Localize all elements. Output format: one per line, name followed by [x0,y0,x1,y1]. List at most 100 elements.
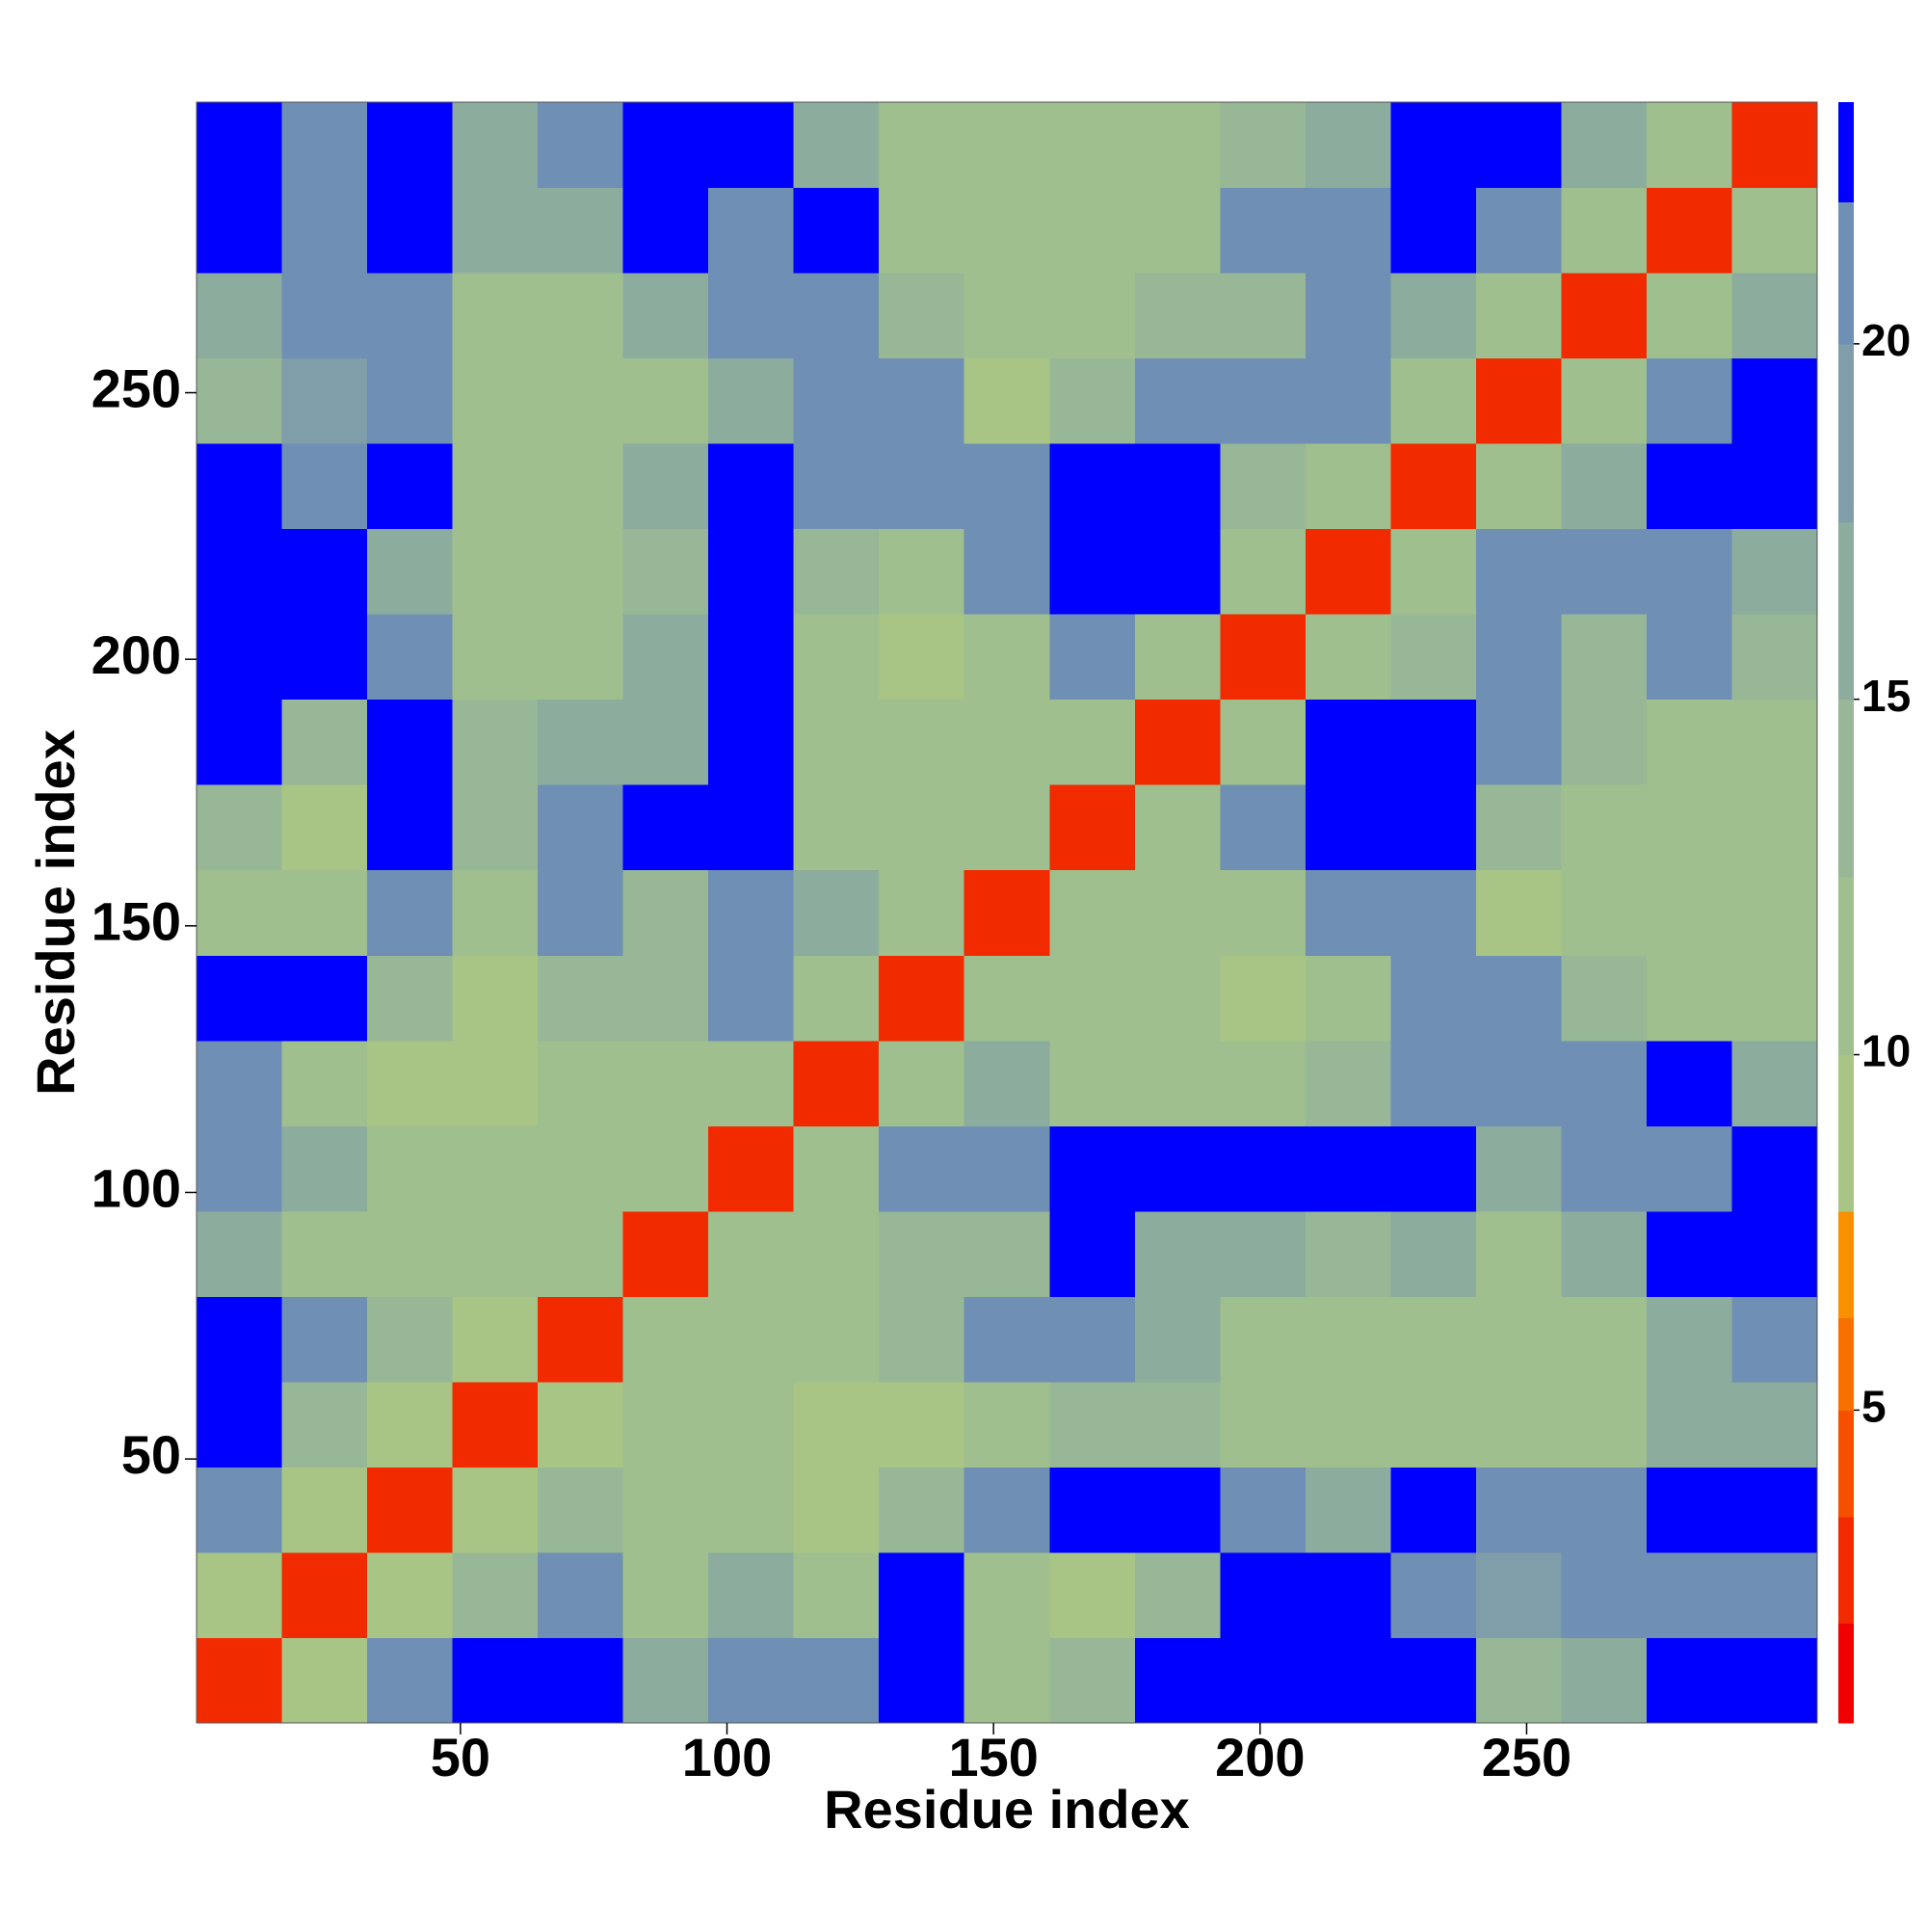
heatmap-cell [1049,1210,1136,1297]
heatmap-cell [197,614,283,701]
heatmap-cell [1305,187,1391,274]
heatmap-cell [1646,1637,1732,1724]
heatmap-cell [622,1210,709,1297]
heatmap-cell [1561,273,1648,359]
heatmap-cell [1731,102,1818,189]
heatmap-cell [622,528,709,615]
heatmap-cell [1049,443,1136,530]
heatmap-cell [367,1210,454,1297]
heatmap-cell [197,1125,283,1212]
heatmap-cell [1220,528,1307,615]
heatmap-cell [1475,102,1562,189]
heatmap-cell [197,443,283,530]
heatmap-cell [1049,869,1136,956]
heatmap-cell [1390,1125,1477,1212]
heatmap-cell [1305,273,1391,359]
heatmap-cell [538,1210,624,1297]
heatmap-cell [1305,699,1391,785]
heatmap-cell [452,273,539,359]
heatmap-cell [964,102,1050,189]
heatmap-cell [1305,1125,1391,1212]
heatmap-cell [964,1637,1050,1724]
heatmap-cell [281,1381,368,1468]
x-tick-label: 200 [1215,1727,1305,1787]
heatmap-cell [1220,1637,1307,1724]
heatmap-cell [367,1125,454,1212]
heatmap-cell [793,1551,880,1638]
colorbar-swatch [1838,1317,1854,1411]
heatmap-cell [879,784,965,871]
heatmap-cell [1475,955,1562,1042]
heatmap-cell [1646,1467,1732,1553]
y-axis-label: Residue index [25,729,86,1096]
heatmap-cell [1561,187,1648,274]
heatmap-cell [452,1296,539,1383]
heatmap-cell [708,869,795,956]
y-tick-label: 150 [92,891,181,952]
heatmap-cell [452,1210,539,1297]
heatmap-cell [1049,1637,1136,1724]
x-tick-label: 50 [431,1727,490,1787]
heatmap-cell [1305,1381,1391,1468]
heatmap-cell [1475,1551,1562,1638]
heatmap-cell [1220,1551,1307,1638]
heatmap-cell [1305,784,1391,871]
heatmap-cell [281,1551,368,1638]
heatmap-cell [793,1125,880,1212]
heatmap-cell [1731,1551,1818,1638]
colorbar-swatch [1838,877,1854,1056]
heatmap-cell [964,1040,1050,1126]
heatmap-cell [1049,1125,1136,1212]
heatmap-cell [1134,1296,1221,1383]
heatmap-cell [1731,1296,1818,1383]
heatmap-cell [622,869,709,956]
heatmap-cell [281,784,368,871]
heatmap-cell [1646,1125,1732,1212]
heatmap-cell [879,1296,965,1383]
heatmap-cell [1220,784,1307,871]
heatmap-cell [1134,1551,1221,1638]
heatmap-cell [1561,1125,1648,1212]
colorbar-tick-label: 5 [1861,1382,1887,1432]
heatmap-cell [1134,869,1221,956]
heatmap-cell [1561,869,1648,956]
colorbar-swatch [1838,343,1854,522]
heatmap-cell [1305,1210,1391,1297]
heatmap-cell [1561,443,1648,530]
heatmap-cell [538,1637,624,1724]
heatmap-cell [367,1551,454,1638]
heatmap-cell [1646,1210,1732,1297]
heatmap-cell [1134,1467,1221,1553]
heatmap-cell [1134,1637,1221,1724]
heatmap-cell [281,357,368,444]
heatmap-cell [964,1210,1050,1297]
heatmap-cell [452,187,539,274]
heatmap-cell [622,1467,709,1553]
heatmap-cell [879,1637,965,1724]
heatmap-cell [1049,528,1136,615]
heatmap-cell [452,1467,539,1553]
heatmap-cell [1561,528,1648,615]
heatmap-cell [1475,699,1562,785]
heatmap-cell [1220,614,1307,701]
heatmap-cell [708,357,795,444]
colorbar-swatch [1838,201,1854,345]
heatmap-cell [367,357,454,444]
heatmap-cell [1731,1040,1818,1126]
heatmap-cell [452,1125,539,1212]
heatmap-cell [622,784,709,871]
heatmap-cell [367,102,454,189]
heatmap-cell [879,102,965,189]
heatmap-cell [1646,699,1732,785]
y-tick-label: 50 [121,1424,181,1485]
heatmap-cell [1390,869,1477,956]
heatmap-cell [367,955,454,1042]
heatmap-cell [1305,102,1391,189]
heatmap-cell [1305,1040,1391,1126]
heatmap-cell [708,187,795,274]
heatmap-cell [197,869,283,956]
heatmap-cell [1646,955,1732,1042]
heatmap-cell [281,699,368,785]
y-tick-label: 100 [92,1157,181,1218]
heatmap-cell [1561,1296,1648,1383]
